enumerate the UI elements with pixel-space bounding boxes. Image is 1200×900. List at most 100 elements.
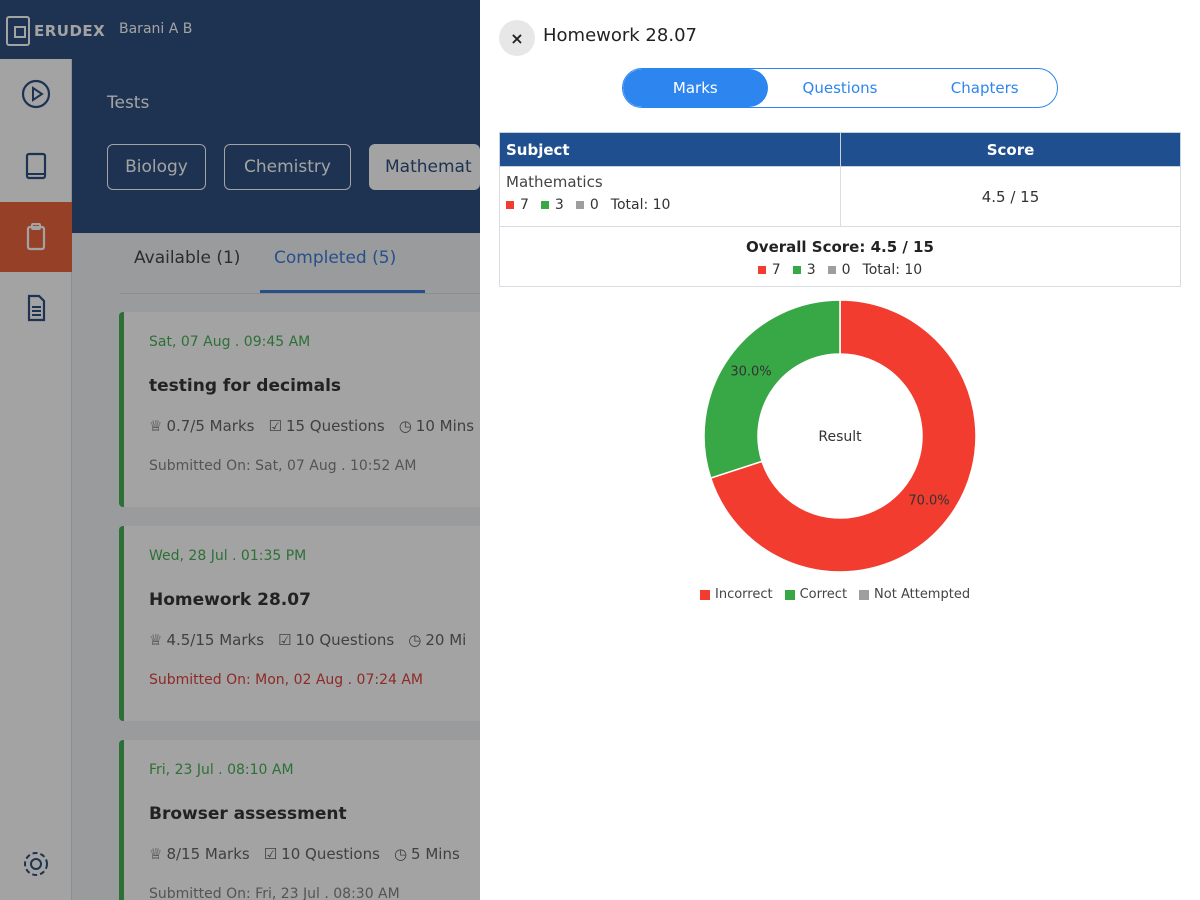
segment-questions[interactable]: Questions <box>802 79 878 97</box>
view-segmented-control: Marks Questions Chapters <box>622 68 1058 108</box>
slice-value-label: 30.0% <box>730 364 771 379</box>
legend-item-incorrect[interactable]: Incorrect <box>700 587 773 602</box>
incorrect-count: 7 <box>520 197 529 213</box>
donut-center-label: Result <box>818 429 862 445</box>
tab-available[interactable]: Available (1) <box>134 248 241 268</box>
segment-marks[interactable]: Marks <box>623 69 768 107</box>
marks-table: Subject Score Mathematics 7 3 0 Total: 1… <box>499 132 1181 287</box>
logo-text: ERUDEX <box>34 22 106 40</box>
total-count: Total: 10 <box>862 261 923 278</box>
card-date: Sat, 07 Aug . 09:45 AM <box>149 334 311 350</box>
tab-underline <box>260 290 425 293</box>
card-title: testing for decimals <box>149 376 342 396</box>
card-submitted: Submitted On: Sat, 07 Aug . 10:52 AM <box>149 458 417 474</box>
card-meta: ♕ 4.5/15 Marks ☑ 10 Questions ◷ 20 Mi <box>149 631 466 649</box>
not-attempted-swatch <box>827 265 836 274</box>
sidebar-item-tests[interactable] <box>0 202 72 272</box>
incorrect-swatch <box>757 265 766 274</box>
sidebar-item-play[interactable] <box>0 59 72 129</box>
sidebar <box>0 59 72 900</box>
book-icon <box>25 152 47 180</box>
subject-chip-mathematics[interactable]: Mathemat <box>369 144 480 190</box>
result-panel: × Homework 28.07 Marks Questions Chapter… <box>480 0 1200 900</box>
award-icon: ♕ <box>149 631 163 649</box>
close-button[interactable]: × <box>499 20 535 56</box>
page-title: Tests <box>107 93 150 113</box>
overall-breakdown: 7 3 0 Total: 10 <box>500 262 1180 278</box>
sidebar-item-settings[interactable] <box>0 829 72 899</box>
incorrect-swatch <box>506 201 514 209</box>
award-icon: ♕ <box>149 417 163 435</box>
correct-swatch <box>540 201 549 209</box>
sidebar-item-book[interactable] <box>0 131 72 201</box>
legend-label: Correct <box>799 587 848 602</box>
checkbox-icon: ☑ <box>268 417 282 435</box>
card-meta: ♕ 8/15 Marks ☑ 10 Questions ◷ 5 Mins <box>149 845 460 863</box>
overall-cell: Overall Score: 4.5 / 15 7 3 0 Total: 10 <box>499 226 1181 287</box>
checkbox-icon: ☑ <box>263 845 278 863</box>
not-attempted-swatch <box>575 201 584 209</box>
card-meta: ♕ 0.7/5 Marks ☑ 15 Questions ◷ 10 Mins <box>149 417 474 435</box>
card-marks: 4.5/15 Marks <box>166 631 265 649</box>
donut-svg: 70.0% 30.0% Result <box>703 299 977 573</box>
legend-item-not-attempted[interactable]: Not Attempted <box>859 587 970 602</box>
panel-title: Homework 28.07 <box>543 25 697 46</box>
legend-label: Incorrect <box>715 587 773 602</box>
award-icon: ♕ <box>149 845 163 863</box>
sidebar-item-document[interactable] <box>0 273 72 343</box>
legend-swatch <box>700 589 710 600</box>
card-date: Fri, 23 Jul . 08:10 AM <box>149 762 294 778</box>
document-icon <box>27 294 46 322</box>
overall-score: Overall Score: 4.5 / 15 <box>746 237 934 256</box>
logo-icon <box>6 16 30 46</box>
column-header-subject: Subject <box>499 132 841 167</box>
card-questions: 15 Questions <box>285 417 385 435</box>
donut-slice-correct[interactable] <box>703 299 841 479</box>
legend-item-correct[interactable]: Correct <box>784 587 848 602</box>
clock-icon: ◷ <box>393 845 408 863</box>
checkbox-icon: ☑ <box>278 631 292 649</box>
modal-backdrop[interactable] <box>0 0 480 900</box>
test-card[interactable]: Sat, 07 Aug . 09:45 AM testing for decim… <box>119 312 499 507</box>
overall-row: Overall Score: 4.5 / 15 7 3 0 Total: 10 <box>499 226 1181 287</box>
subject-name: Mathematics <box>506 173 603 191</box>
subject-cell: Mathematics 7 3 0 Total: 10 <box>499 166 841 227</box>
gear-icon <box>24 852 48 876</box>
slice-value-label: 70.0% <box>908 494 949 509</box>
card-questions: 10 Questions <box>295 631 395 649</box>
correct-count: 3 <box>806 261 816 278</box>
result-donut-chart: 70.0% 30.0% Result <box>680 290 1000 590</box>
total-count: Total: 10 <box>610 197 671 213</box>
donut-slice-incorrect[interactable] <box>709 299 977 573</box>
card-time: 10 Mins <box>415 417 475 435</box>
subject-chip-chemistry[interactable]: Chemistry <box>224 144 351 190</box>
subject-chip-biology[interactable]: Biology <box>107 144 206 190</box>
test-tabs: Available (1) Completed (5) <box>120 236 490 294</box>
card-time: 20 Mi <box>425 631 467 649</box>
tab-completed[interactable]: Completed (5) <box>274 248 397 268</box>
correct-swatch <box>792 265 801 274</box>
legend-swatch <box>784 589 795 600</box>
clock-icon: ◷ <box>408 631 422 649</box>
card-title: Homework 28.07 <box>149 590 311 610</box>
card-time: 5 Mins <box>411 845 460 863</box>
subject-breakdown: 7 3 0 Total: 10 <box>506 197 834 213</box>
legend-swatch <box>859 589 870 600</box>
incorrect-count: 7 <box>771 261 781 278</box>
card-submitted: Submitted On: Fri, 23 Jul . 08:30 AM <box>149 886 400 900</box>
erudex-logo[interactable]: ERUDEX <box>6 14 106 48</box>
clipboard-icon <box>26 223 46 251</box>
table-row: Mathematics 7 3 0 Total: 10 4.5 / 15 <box>499 166 1181 227</box>
card-marks: 0.7/5 Marks <box>166 417 255 435</box>
correct-count: 3 <box>554 197 564 213</box>
test-card[interactable]: Fri, 23 Jul . 08:10 AM Browser assessmen… <box>119 740 499 900</box>
clock-icon: ◷ <box>398 417 412 435</box>
card-submitted: Submitted On: Mon, 02 Aug . 07:24 AM <box>149 672 423 688</box>
legend-label: Not Attempted <box>874 587 971 602</box>
card-questions: 10 Questions <box>281 845 380 863</box>
test-card[interactable]: Wed, 28 Jul . 01:35 PM Homework 28.07 ♕ 4… <box>119 526 499 721</box>
card-date: Wed, 28 Jul . 01:35 PM <box>149 548 307 564</box>
column-header-score: Score <box>840 132 1181 167</box>
not-attempted-count: 0 <box>841 261 851 278</box>
segment-chapters[interactable]: Chapters <box>950 79 1019 97</box>
